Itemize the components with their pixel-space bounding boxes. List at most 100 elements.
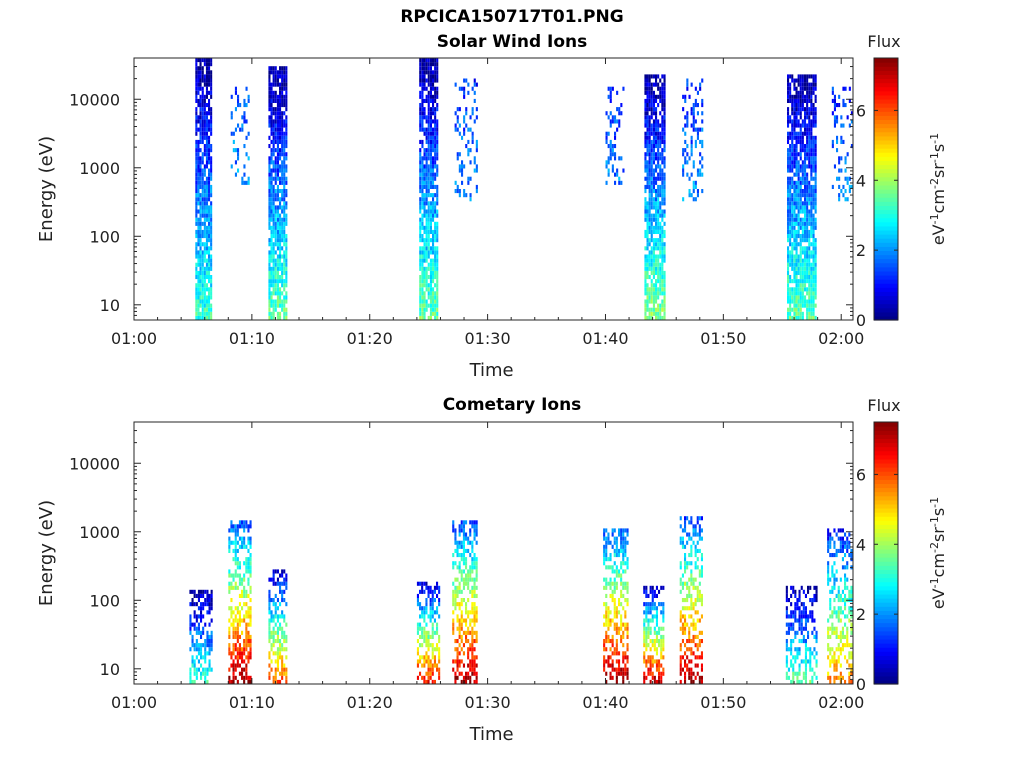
heatmap-cell: [787, 307, 790, 312]
heatmap-cell: [283, 250, 286, 255]
heatmap-cell: [613, 577, 616, 582]
colorbar-title: Flux: [867, 32, 900, 51]
heatmap-cell: [657, 246, 660, 251]
heatmap-cell: [622, 630, 625, 635]
heatmap-cell: [419, 315, 422, 320]
heatmap-cell: [230, 164, 233, 169]
heatmap-cell: [651, 618, 654, 623]
heatmap-cell: [694, 127, 697, 132]
heatmap-cell: [465, 548, 468, 553]
heatmap-cell: [197, 311, 200, 316]
heatmap-cell: [243, 144, 246, 149]
heatmap-cell: [799, 270, 802, 275]
heatmap-cell: [609, 98, 612, 103]
heatmap-cell: [690, 561, 693, 566]
heatmap-cell: [281, 671, 284, 676]
heatmap-cell: [432, 311, 435, 316]
heatmap-cell: [436, 246, 439, 251]
heatmap-cell: [434, 94, 437, 99]
heatmap-cell: [791, 94, 794, 99]
heatmap-cell: [650, 291, 653, 296]
heatmap-cell: [425, 148, 428, 153]
heatmap-cell: [210, 246, 213, 251]
heatmap-cell: [279, 180, 282, 185]
heatmap-cell: [796, 598, 799, 603]
heatmap-cell: [799, 168, 802, 173]
heatmap-cell: [270, 577, 273, 582]
heatmap-cell: [810, 172, 813, 177]
heatmap-cell: [652, 189, 655, 194]
heatmap-cell: [283, 201, 286, 206]
heatmap-cell: [465, 634, 468, 639]
burst-9: [785, 585, 818, 684]
heatmap-cell: [798, 626, 801, 631]
heatmap-cell: [686, 111, 689, 116]
heatmap-cell: [234, 561, 237, 566]
heatmap-cell: [245, 569, 248, 574]
heatmap-cell: [662, 602, 665, 607]
heatmap-cell: [799, 250, 802, 255]
heatmap-cell: [646, 238, 649, 243]
heatmap-cell: [792, 663, 795, 668]
heatmap-cell: [421, 123, 424, 128]
heatmap-cell: [458, 602, 461, 607]
heatmap-cell: [644, 283, 647, 288]
heatmap-cell: [657, 86, 660, 91]
heatmap-cell: [605, 577, 608, 582]
heatmap-cell: [648, 217, 651, 222]
heatmap-cell: [648, 148, 651, 153]
heatmap-cell: [456, 548, 459, 553]
heatmap-cell: [648, 98, 651, 103]
heatmap-cell: [208, 103, 211, 108]
heatmap-cell: [425, 610, 428, 615]
heatmap-cell: [425, 307, 428, 312]
heatmap-cell: [812, 299, 815, 304]
heatmap-cell: [663, 254, 666, 259]
heatmap-cell: [454, 659, 457, 664]
heatmap-cell: [652, 139, 655, 144]
heatmap-cell: [795, 295, 798, 300]
heatmap-cell: [688, 630, 691, 635]
heatmap-cell: [648, 103, 651, 108]
heatmap-cell: [281, 131, 284, 136]
heatmap-cell: [465, 610, 468, 615]
heatmap-cell: [429, 225, 432, 230]
heatmap-cell: [603, 544, 606, 549]
heatmap-cell: [419, 66, 422, 71]
heatmap-cell: [205, 135, 208, 140]
heatmap-cell: [785, 593, 788, 598]
heatmap-cell: [801, 90, 804, 95]
heatmap-cell: [789, 225, 792, 230]
heatmap-cell: [270, 643, 273, 648]
heatmap-cell: [432, 287, 435, 292]
heatmap-cell: [425, 152, 428, 157]
heatmap-cell: [208, 246, 211, 251]
heatmap-cell: [205, 58, 208, 63]
heatmap-cell: [279, 655, 282, 660]
heatmap-cell: [285, 279, 288, 284]
heatmap-cell: [797, 119, 800, 124]
heatmap-cell: [421, 270, 424, 275]
heatmap-cell: [276, 189, 279, 194]
heatmap-cell: [423, 283, 426, 288]
heatmap-cell: [804, 643, 807, 648]
heatmap-cell: [205, 111, 208, 116]
heatmap-cell: [452, 593, 455, 598]
heatmap-cell: [613, 651, 616, 656]
heatmap-cell: [787, 78, 790, 83]
heatmap-cell: [205, 262, 208, 267]
heatmap-cell: [454, 82, 457, 87]
colorbar-segment: [874, 98, 898, 104]
heatmap-cell: [659, 78, 662, 83]
heatmap-cell: [655, 139, 658, 144]
heatmap-cell: [659, 234, 662, 239]
heatmap-cell: [416, 581, 419, 586]
heatmap-cell: [652, 135, 655, 140]
heatmap-cell: [647, 643, 650, 648]
heatmap-cell: [663, 250, 666, 255]
heatmap-cell: [199, 303, 202, 308]
heatmap-cell: [657, 176, 660, 181]
heatmap-cell: [419, 156, 422, 161]
heatmap-cell: [791, 139, 794, 144]
heatmap-cell: [270, 94, 273, 99]
